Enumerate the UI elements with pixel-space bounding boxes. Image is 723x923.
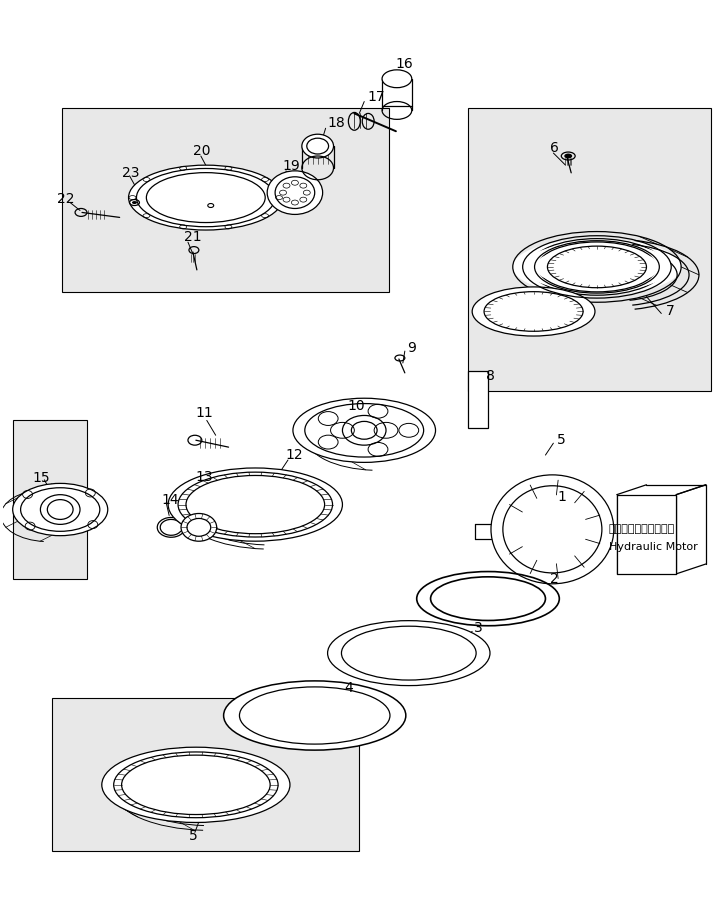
Text: 9: 9	[407, 342, 416, 355]
Text: 1: 1	[557, 490, 566, 504]
Ellipse shape	[564, 153, 572, 159]
Ellipse shape	[239, 687, 390, 744]
Text: 20: 20	[193, 144, 210, 158]
Ellipse shape	[534, 246, 659, 288]
Text: 7: 7	[667, 305, 675, 318]
Text: 14: 14	[161, 493, 179, 507]
Text: 19: 19	[282, 159, 300, 173]
Ellipse shape	[491, 474, 614, 584]
Text: Hydraulic Motor: Hydraulic Motor	[609, 542, 698, 552]
Ellipse shape	[416, 571, 560, 626]
Text: 8: 8	[486, 369, 495, 383]
Text: 5: 5	[189, 830, 197, 844]
Ellipse shape	[268, 171, 322, 214]
Ellipse shape	[328, 620, 490, 686]
Polygon shape	[469, 109, 711, 390]
Ellipse shape	[293, 398, 435, 462]
Text: 10: 10	[347, 399, 365, 413]
Text: 16: 16	[396, 57, 414, 71]
Ellipse shape	[382, 70, 412, 88]
Text: 11: 11	[196, 406, 213, 421]
Text: 17: 17	[367, 90, 385, 103]
Text: 4: 4	[344, 681, 353, 695]
Text: 13: 13	[196, 470, 213, 484]
Polygon shape	[52, 698, 359, 851]
Ellipse shape	[168, 468, 343, 541]
Text: 23: 23	[121, 166, 139, 180]
Ellipse shape	[223, 681, 406, 750]
Ellipse shape	[13, 484, 108, 535]
Text: 2: 2	[550, 572, 559, 586]
Ellipse shape	[102, 748, 290, 822]
Text: 5: 5	[557, 433, 566, 448]
Polygon shape	[62, 109, 389, 292]
Polygon shape	[617, 495, 676, 574]
Text: 6: 6	[550, 141, 560, 155]
Ellipse shape	[301, 134, 333, 158]
Ellipse shape	[513, 239, 681, 295]
Ellipse shape	[472, 287, 595, 336]
Text: 3: 3	[474, 621, 483, 635]
Text: 18: 18	[328, 116, 346, 130]
Ellipse shape	[523, 242, 671, 292]
Ellipse shape	[132, 201, 137, 204]
Text: 21: 21	[184, 230, 202, 245]
Polygon shape	[469, 371, 488, 428]
Polygon shape	[13, 420, 87, 579]
Text: 12: 12	[285, 448, 303, 462]
Text: 15: 15	[33, 471, 50, 485]
Text: ハイドロリックモータ: ハイドロリックモータ	[609, 524, 675, 534]
Text: 22: 22	[57, 192, 74, 206]
Ellipse shape	[181, 513, 217, 541]
Ellipse shape	[129, 165, 283, 230]
